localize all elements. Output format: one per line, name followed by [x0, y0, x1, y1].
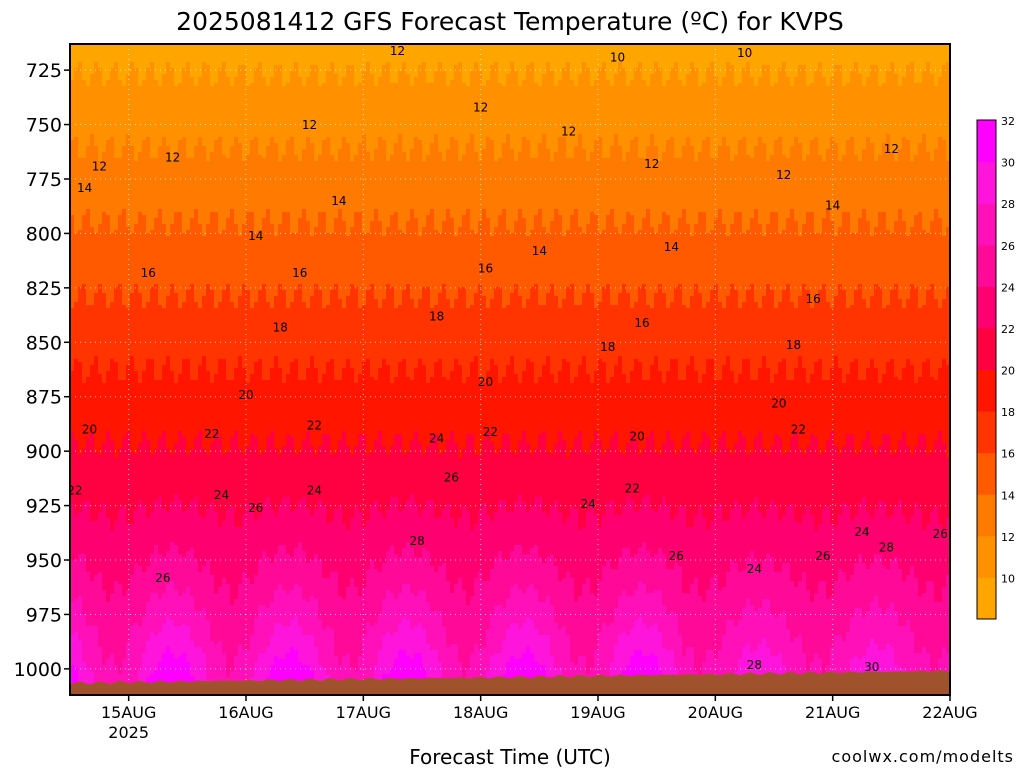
chart-title: 2025081412 GFS Forecast Temperature (ºC)… [176, 7, 844, 36]
plot-area: 1210101212121212121212121414141414141416… [67, 44, 1024, 696]
